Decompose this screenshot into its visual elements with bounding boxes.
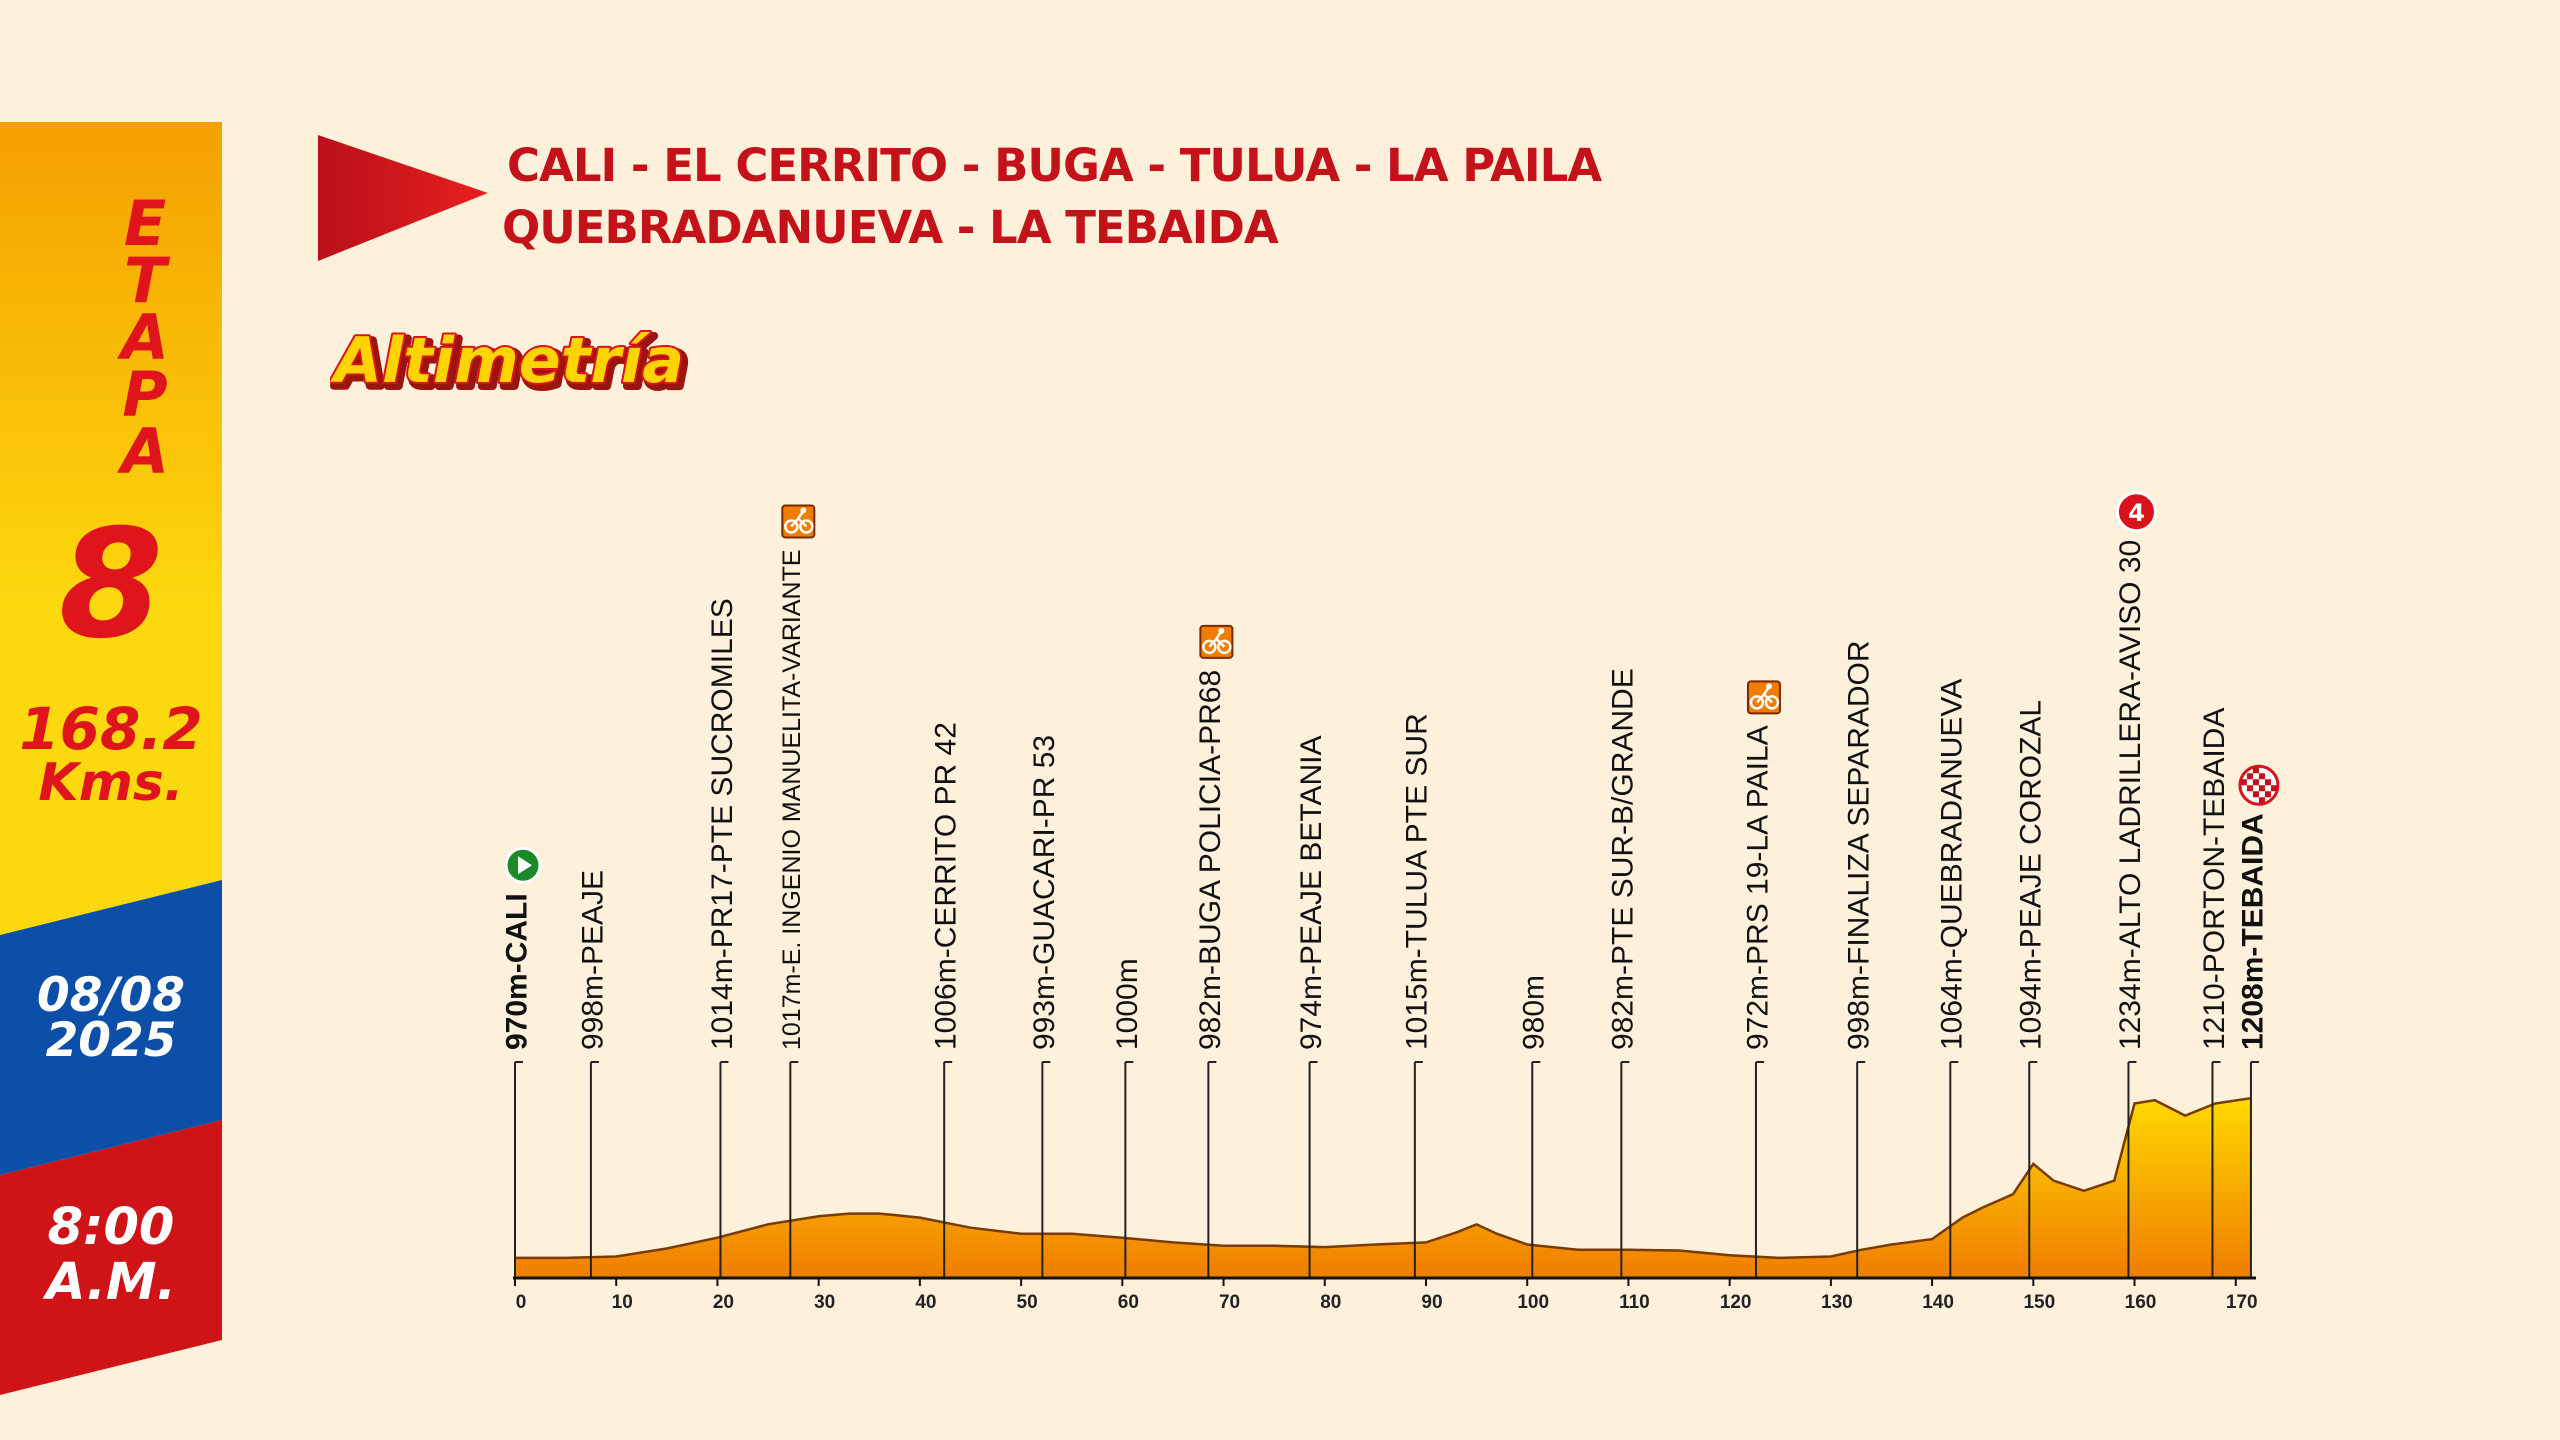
waypoint-marker: 970m-CALI xyxy=(500,846,542,1278)
checkered-finish-icon xyxy=(2238,764,2280,806)
waypoint-marker: 998m-FINALIZA SEPARADOR xyxy=(1843,640,1876,1278)
svg-text:Altimetría: Altimetría xyxy=(330,324,684,397)
x-tick-label: 100 xyxy=(1517,1292,1549,1313)
x-tick-label: 60 xyxy=(1118,1292,1139,1313)
x-tick-label: 70 xyxy=(1219,1292,1240,1313)
waypoint-label: 974m-PEAJE BETANIA xyxy=(1295,735,1328,1050)
cyclist-sprint-icon xyxy=(1746,680,1781,715)
elevation-line xyxy=(515,1096,2252,1260)
waypoint-marker: 980m xyxy=(1518,975,1551,1278)
stage-word-letter: A xyxy=(121,415,169,488)
x-tick-label: 0 xyxy=(516,1292,527,1313)
waypoint-label: 1015m-TULUA PTE SUR xyxy=(1400,713,1433,1050)
x-tick-label: 40 xyxy=(915,1292,936,1313)
elevation-area xyxy=(515,1098,2251,1278)
x-tick-label: 120 xyxy=(1720,1292,1752,1313)
waypoint-label: 1234m-ALTO LADRILLERA-AVISO 30 xyxy=(2114,540,2147,1050)
stage-number: 8 xyxy=(58,498,164,672)
sidebar-yellow-band xyxy=(0,122,222,935)
stage-start-meridiem: A.M. xyxy=(46,1253,176,1312)
waypoint-marker: 1000m xyxy=(1111,958,1144,1278)
x-tick-label: 130 xyxy=(1821,1292,1853,1313)
waypoint-marker: 982m-PTE SUR-B/GRANDE xyxy=(1607,668,1640,1278)
route-pennant-icon xyxy=(318,135,488,261)
route-title-line-1: CALI - EL CERRITO - BUGA - TULUA - LA PA… xyxy=(507,139,1602,192)
chart-title: Altimetría Altimetría xyxy=(330,322,692,405)
waypoint-label: 980m xyxy=(1518,975,1551,1050)
waypoint-label: 970m-CALI xyxy=(500,893,533,1050)
x-tick-label: 30 xyxy=(814,1292,835,1313)
stage-distance: 168.2 xyxy=(19,695,203,763)
sidebar-red-band xyxy=(0,1120,222,1395)
stage-word-letter: E xyxy=(123,187,167,260)
waypoint-label: 1208m-TEBAIDA xyxy=(2236,813,2269,1050)
waypoint-label: 1000m xyxy=(1111,958,1144,1050)
waypoint-label: 982m-PTE SUR-B/GRANDE xyxy=(1607,668,1640,1050)
x-tick-label: 110 xyxy=(1619,1292,1650,1313)
x-tick-label: 90 xyxy=(1421,1292,1442,1313)
cyclist-sprint-icon xyxy=(781,504,816,539)
waypoint-marker: 1064m-QUEBRADANUEVA xyxy=(1936,679,1969,1278)
waypoint-marker: 1017m-E. INGENIO MANUELITA-VARIANTE xyxy=(778,504,816,1278)
x-tick-label: 10 xyxy=(612,1292,633,1313)
waypoint-marker: 1014m-PR17-PTE SUCROMILES xyxy=(706,598,739,1278)
stage-word-letter: A xyxy=(121,301,169,374)
waypoint-label: 998m-PEAJE xyxy=(576,870,609,1050)
stage-word-letter: P xyxy=(122,358,168,431)
x-tick-label: 20 xyxy=(713,1292,734,1313)
stage-start-time: 8:00 xyxy=(47,1198,175,1257)
waypoint-label: 1064m-QUEBRADANUEVA xyxy=(1936,679,1969,1050)
mountain-category-4-icon: 4 xyxy=(2115,491,2157,533)
waypoint-marker: 1006m-CERRITO PR 42 xyxy=(930,722,963,1278)
waypoint-marker: 1210-PORTON-TEBAIDA xyxy=(2198,708,2231,1278)
waypoint-label: 993m-GUACARI-PR 53 xyxy=(1028,735,1061,1050)
x-tick-label: 170 xyxy=(2226,1292,2258,1313)
x-tick-label: 50 xyxy=(1017,1292,1038,1313)
waypoint-marker: 998m-PEAJE xyxy=(576,870,609,1278)
start-play-icon xyxy=(504,846,542,884)
cyclist-sprint-icon xyxy=(1199,624,1234,659)
waypoint-marker: 1234m-ALTO LADRILLERA-AVISO 30 4 xyxy=(2114,491,2157,1278)
waypoint-marker: 1094m-PEAJE COROZAL xyxy=(2015,700,2048,1278)
waypoint-label: 1094m-PEAJE COROZAL xyxy=(2015,700,2048,1050)
x-tick-label: 140 xyxy=(1922,1292,1954,1313)
route-title-line-2: QUEBRADANUEVA - LA TEBAIDA xyxy=(502,201,1279,254)
stage-date-year: 2025 xyxy=(45,1013,177,1068)
waypoint-label: 1014m-PR17-PTE SUCROMILES xyxy=(706,598,739,1050)
waypoint-label: 982m-BUGA POLICIA-PR68 xyxy=(1194,670,1227,1050)
waypoint-marker: 993m-GUACARI-PR 53 xyxy=(1028,735,1061,1278)
x-tick-label: 80 xyxy=(1320,1292,1341,1313)
stage-date-day-month: 08/08 xyxy=(37,968,185,1023)
x-tick-label: 160 xyxy=(2125,1292,2157,1313)
waypoint-label: 1210-PORTON-TEBAIDA xyxy=(2198,708,2231,1050)
waypoint-marker: 972m-PRS 19-LA PAILA xyxy=(1741,680,1781,1278)
waypoint-label: 1006m-CERRITO PR 42 xyxy=(930,722,963,1050)
stage-word-letter: T xyxy=(123,244,167,317)
waypoint-marker: 974m-PEAJE BETANIA xyxy=(1295,735,1328,1278)
waypoint-label: 1017m-E. INGENIO MANUELITA-VARIANTE xyxy=(778,549,806,1050)
waypoint-marker: 1208m-TEBAIDA xyxy=(2236,764,2280,1278)
svg-text:Altimetría: Altimetría xyxy=(333,328,688,401)
waypoint-label: 998m-FINALIZA SEPARADOR xyxy=(1843,640,1876,1050)
waypoint-label: 972m-PRS 19-LA PAILA xyxy=(1741,725,1774,1050)
waypoint-marker: 1015m-TULUA PTE SUR xyxy=(1400,713,1433,1278)
climb-category-label: 4 xyxy=(2128,499,2145,527)
sidebar-blue-band xyxy=(0,880,222,1175)
stage-distance-unit: Kms. xyxy=(38,753,184,813)
stage-sidebar xyxy=(0,122,222,1395)
x-tick-label: 150 xyxy=(2023,1292,2055,1313)
waypoint-marker: 982m-BUGA POLICIA-PR68 xyxy=(1194,624,1234,1278)
